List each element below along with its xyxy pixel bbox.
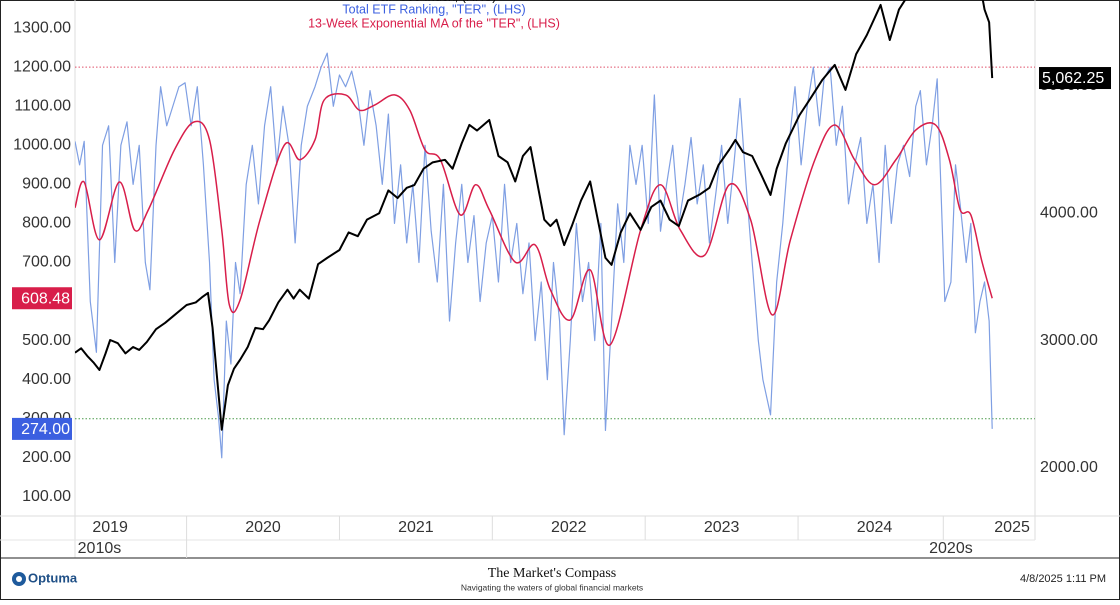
brand-icon-inner (16, 576, 22, 582)
y2-tick-label: 4000.00 (1040, 205, 1098, 222)
y-tick-label: 1300.00 (13, 19, 71, 36)
y-tick-label: 1200.00 (13, 58, 71, 75)
timestamp: 4/8/2025 1:11 PM (1020, 573, 1106, 585)
decade-label: 2010s (78, 540, 122, 557)
y2-tick-label: 2000.00 (1040, 459, 1098, 476)
last-value-box (12, 417, 72, 440)
footer-tagline: Navigating the waters of global financia… (461, 582, 643, 592)
overlay: 100.00200.00300.00400.00500.00600.00700.… (12, 0, 1111, 558)
legend-entry: 13-Week Exponential MA of the "TER", (LH… (308, 16, 560, 30)
x-tick-label: 2025 (994, 519, 1030, 536)
y-tick-label: 100.00 (22, 488, 71, 505)
footer: Optuma The Market's Compass Navigating t… (12, 566, 1106, 592)
legend-entry: Total ETF Ranking, "TER", (LHS) (342, 2, 525, 16)
last-value-label: 608.48 (21, 290, 70, 307)
plot-area (75, 0, 1035, 459)
series-line (75, 0, 994, 431)
x-tick-label: 2022 (551, 519, 587, 536)
legend-entry: S&P 500 Index, (RHS) (372, 0, 497, 3)
series-line (75, 93, 993, 346)
x-tick-label: 2024 (857, 519, 893, 536)
y-tick-label: 700.00 (22, 254, 71, 271)
x-tick-label: 2023 (704, 519, 740, 536)
x-tick-label: 2019 (92, 519, 128, 536)
y-tick-label: 900.00 (22, 176, 71, 193)
decade-label: 2020s (929, 540, 973, 557)
y-tick-label: 500.00 (22, 332, 71, 349)
last-value-box (1039, 67, 1111, 90)
last-value-label: 274.00 (21, 421, 70, 438)
y-tick-label: 800.00 (22, 215, 71, 232)
footer-title: The Market's Compass (488, 566, 617, 581)
y2-tick-label: 3000.00 (1040, 332, 1098, 349)
brand: Optuma (28, 570, 78, 585)
last-value-box (12, 287, 72, 310)
series-line (75, 52, 993, 459)
y-tick-label: 400.00 (22, 371, 71, 388)
x-tick-label: 2021 (398, 519, 434, 536)
y-tick-label: 1000.00 (13, 137, 71, 154)
x-tick-label: 2020 (245, 519, 281, 536)
y-tick-label: 200.00 (22, 449, 71, 466)
last-value-label: 5,062.25 (1042, 70, 1104, 87)
y-tick-label: 1100.00 (14, 97, 71, 114)
